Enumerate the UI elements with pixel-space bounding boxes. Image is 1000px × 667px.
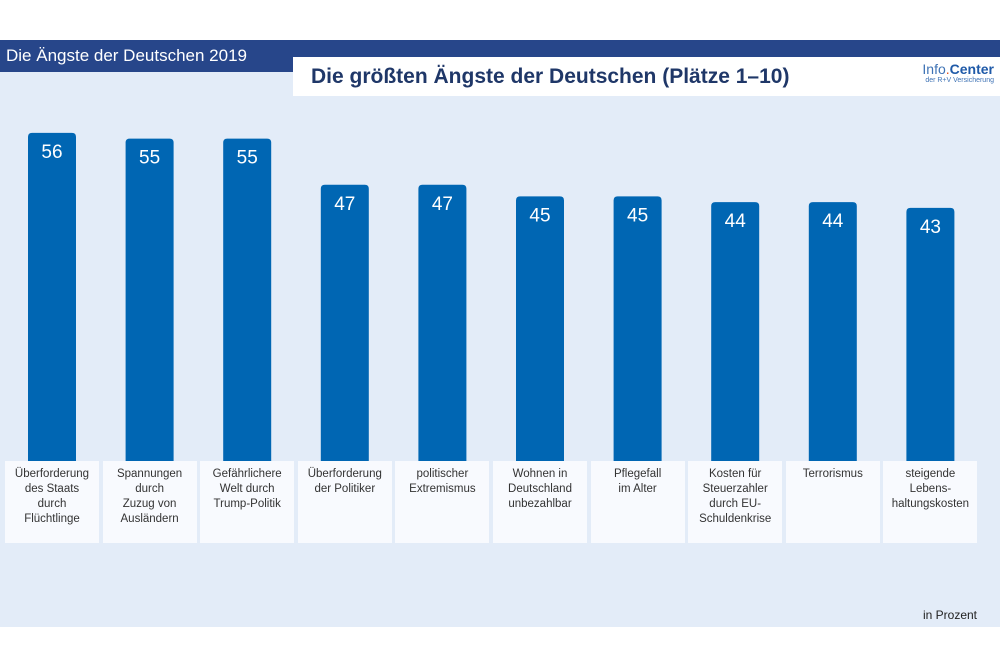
- category-label: Pflegefall im Alter: [590, 461, 685, 543]
- data-label: 55: [139, 148, 160, 169]
- unit-label: in Prozent: [922, 608, 977, 622]
- section-title: Die Ängste der Deutschen 2019: [6, 46, 247, 65]
- bar: [125, 138, 174, 461]
- bar: [711, 202, 760, 461]
- data-label: 44: [822, 211, 844, 232]
- data-label: 56: [41, 142, 62, 163]
- data-label: 45: [529, 205, 550, 226]
- bar: [808, 202, 857, 461]
- data-label: 44: [725, 211, 747, 232]
- category-label: Terrorismus: [785, 461, 880, 543]
- bar: [320, 184, 369, 461]
- category-label: Kosten für Steuerzahler durch EU- Schuld…: [688, 461, 783, 543]
- bar: [906, 207, 955, 461]
- bar: [516, 196, 564, 461]
- bar: [613, 196, 662, 461]
- data-label: 47: [432, 194, 453, 215]
- data-label: 55: [237, 148, 258, 169]
- category-label: Wohnen in Deutschland unbezahlbar: [493, 461, 587, 543]
- bar: [223, 138, 272, 461]
- category-label: steigende Lebens- haltungskosten: [883, 461, 978, 543]
- category-label: politischer Extremismus: [395, 461, 490, 543]
- category-label: Überforderung der Politiker: [297, 461, 392, 543]
- data-label: 43: [920, 217, 941, 238]
- data-label: 45: [627, 205, 648, 226]
- bar: [418, 184, 467, 461]
- category-label: Gefährlichere Welt durch Trump-Politik: [200, 461, 295, 543]
- chart-title: Die größten Ängste der Deutschen (Plätze…: [311, 65, 790, 88]
- category-label: Spannungen durch Zuzug von Ausländern: [102, 461, 197, 543]
- data-label: 47: [334, 194, 355, 215]
- category-label: Überforderung des Staats durch Flüchtlin…: [5, 461, 99, 543]
- logo: Info.Center der R+V Versicherung: [922, 61, 994, 84]
- title-box: Die größten Ängste der Deutschen (Plätze…: [293, 57, 1000, 96]
- bar: [28, 132, 76, 461]
